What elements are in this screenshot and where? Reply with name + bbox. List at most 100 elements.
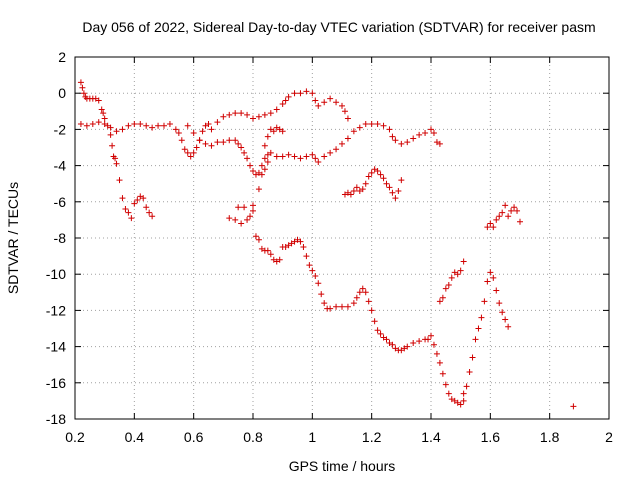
- data-point: [505, 323, 512, 330]
- data-point: [389, 341, 396, 348]
- data-point: [79, 84, 86, 91]
- data-point: [570, 403, 577, 410]
- data-point: [383, 336, 390, 343]
- data-point: [490, 224, 497, 231]
- data-point: [425, 336, 432, 343]
- data-point: [502, 316, 509, 323]
- data-point: [493, 287, 500, 294]
- data-point: [353, 294, 360, 301]
- data-point: [282, 97, 289, 104]
- data-point: [131, 120, 138, 127]
- data-point: [196, 137, 203, 144]
- data-point: [404, 343, 411, 350]
- data-point: [232, 137, 239, 144]
- data-point: [128, 215, 135, 222]
- data-point: [327, 95, 334, 102]
- data-point: [264, 158, 271, 165]
- y-axis-label: SDTVAR / TECUs: [5, 182, 21, 294]
- data-point: [377, 171, 384, 178]
- data-point: [264, 133, 271, 140]
- data-point: [466, 368, 473, 375]
- data-point: [143, 204, 150, 211]
- y-tick-label: 0: [58, 85, 66, 101]
- data-point: [368, 169, 375, 176]
- data-point: [149, 213, 156, 220]
- data-point: [315, 158, 322, 165]
- x-tick-label: 1.4: [421, 429, 441, 445]
- plot-frame: [74, 56, 610, 420]
- x-tick-label: 2: [605, 429, 613, 445]
- data-point: [487, 269, 494, 276]
- data-point: [442, 285, 449, 292]
- data-point: [250, 202, 256, 209]
- data-point: [226, 215, 233, 222]
- data-point: [235, 204, 242, 211]
- data-point: [457, 401, 464, 408]
- data-point: [258, 171, 265, 178]
- data-point: [267, 110, 274, 117]
- data-point: [392, 195, 399, 202]
- data-point: [235, 140, 242, 147]
- data-point: [184, 149, 191, 156]
- data-point: [439, 370, 446, 377]
- x-tick-label: 0.6: [184, 429, 204, 445]
- y-tick-label: -8: [54, 230, 67, 246]
- series-arc-3: [184, 88, 351, 144]
- data-point: [315, 102, 322, 109]
- series-arc-10: [484, 202, 523, 231]
- data-point: [101, 120, 108, 127]
- data-point: [122, 206, 129, 213]
- data-point: [250, 115, 256, 122]
- data-point: [205, 120, 212, 127]
- data-point: [247, 213, 254, 220]
- x-tick-label: 1.2: [362, 429, 382, 445]
- data-point: [496, 300, 503, 307]
- data-point: [350, 128, 357, 135]
- data-point: [244, 155, 251, 162]
- data-point: [344, 303, 351, 310]
- series-arc-9: [460, 269, 512, 397]
- data-point: [309, 267, 316, 274]
- data-point: [193, 144, 200, 151]
- data-point: [368, 307, 375, 314]
- series-arc-4: [261, 124, 286, 149]
- data-point: [428, 126, 434, 133]
- data-point: [422, 130, 429, 137]
- data-point: [460, 397, 467, 404]
- data-point: [140, 195, 147, 202]
- data-point: [143, 122, 150, 129]
- data-point: [362, 180, 369, 187]
- data-point: [214, 139, 221, 146]
- data-point: [508, 207, 515, 214]
- data-point: [439, 294, 446, 301]
- data-point: [499, 309, 506, 316]
- data-point: [208, 142, 215, 149]
- data-point: [190, 130, 197, 137]
- data-point: [175, 130, 182, 137]
- data-point: [273, 106, 280, 113]
- y-tick-label: -18: [46, 411, 66, 427]
- data-point: [321, 300, 328, 307]
- data-point: [344, 115, 351, 122]
- x-axis-label: GPS time / hours: [289, 458, 396, 474]
- data-point: [389, 189, 396, 196]
- data-point: [187, 153, 194, 160]
- data-point: [315, 280, 322, 287]
- data-point: [255, 236, 262, 243]
- data-point: [264, 247, 271, 254]
- y-tick-label: -2: [54, 121, 67, 137]
- series-arc-11: [570, 403, 577, 410]
- data-point: [318, 291, 325, 298]
- data-point: [344, 135, 351, 142]
- data-point: [359, 285, 366, 292]
- data-point: [339, 102, 345, 109]
- data-point: [428, 332, 434, 339]
- data-point: [241, 149, 248, 156]
- data-point: [250, 168, 256, 175]
- data-point: [95, 119, 102, 126]
- data-point: [226, 137, 233, 144]
- data-point: [279, 153, 286, 160]
- chart-title: Day 056 of 2022, Sidereal Day-to-day VTE…: [82, 19, 595, 35]
- data-point: [389, 133, 396, 140]
